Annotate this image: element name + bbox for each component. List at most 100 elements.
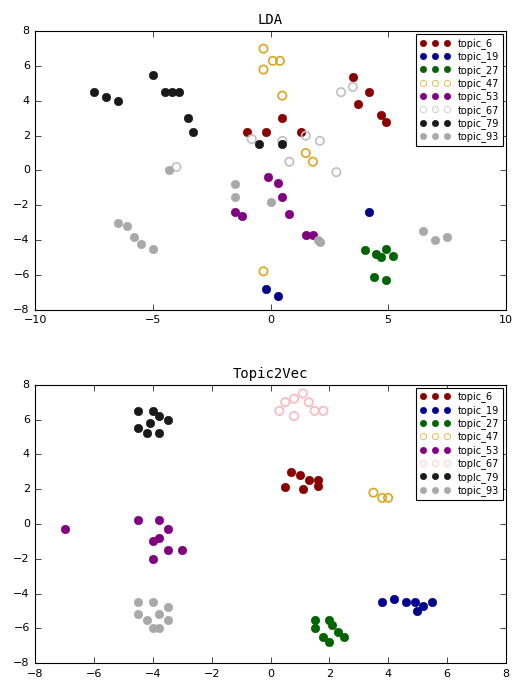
Point [310, 406, 319, 417]
Point [340, 632, 348, 643]
Point [290, 393, 298, 404]
Point [134, 515, 143, 526]
Point [274, 177, 282, 188]
Point [278, 136, 287, 147]
Point [297, 127, 305, 138]
Point [419, 600, 428, 611]
Point [255, 139, 263, 150]
Point [454, 116, 463, 127]
Point [309, 156, 317, 167]
Point [381, 275, 390, 286]
Legend: topic_6, topic_19, topic_27, topic_47, topic_53, topic_67, topic_79, topic_93: topic_6, topic_19, topic_27, topic_47, t… [416, 34, 503, 146]
Point [278, 191, 287, 202]
Point [384, 492, 392, 503]
Point [390, 593, 398, 604]
Point [248, 134, 256, 145]
Point [259, 43, 268, 54]
Point [266, 197, 275, 208]
Point [269, 55, 277, 66]
Point [381, 243, 390, 254]
Title: LDA: LDA [258, 13, 283, 27]
Point [155, 532, 163, 543]
Point [334, 626, 342, 637]
Point [410, 597, 419, 608]
Point [381, 116, 390, 127]
Point [231, 179, 239, 190]
Point [134, 423, 143, 434]
Point [316, 136, 324, 147]
Point [168, 86, 176, 98]
Point [164, 524, 172, 535]
Point [310, 623, 319, 634]
Point [165, 165, 174, 176]
Point [285, 156, 294, 167]
Point [287, 466, 295, 477]
Point [238, 210, 247, 221]
Point [377, 252, 385, 263]
Point [155, 623, 163, 634]
Point [313, 475, 322, 486]
Point [325, 637, 333, 648]
Point [134, 609, 143, 620]
Point [299, 388, 307, 399]
Point [313, 480, 322, 491]
Point [419, 226, 428, 237]
Point [370, 271, 378, 282]
Point [259, 266, 268, 277]
Point [378, 492, 387, 503]
Point [231, 207, 239, 218]
Point [134, 597, 143, 608]
Point [389, 250, 397, 261]
Point [178, 545, 187, 556]
Legend: topic_6, topic_19, topic_27, topic_47, topic_53, toplc_67, toplc_79, topic_93: topic_6, topic_19, topic_27, topic_47, t… [416, 388, 503, 500]
Point [281, 482, 289, 493]
Point [377, 109, 385, 120]
Point [353, 99, 362, 110]
Point [123, 221, 132, 232]
Point [337, 86, 345, 98]
Point [378, 597, 387, 608]
Point [164, 414, 172, 425]
Point [428, 597, 437, 608]
Point [301, 147, 310, 158]
Point [189, 127, 197, 138]
Point [313, 235, 322, 246]
Point [130, 231, 138, 242]
Point [231, 191, 239, 202]
Point [114, 217, 122, 228]
Point [305, 475, 313, 486]
Point [274, 290, 282, 301]
Point [155, 515, 163, 526]
Point [305, 397, 313, 408]
Point [184, 113, 193, 124]
Point [175, 86, 183, 98]
Point [143, 614, 151, 625]
Point [149, 623, 157, 634]
Point [149, 69, 157, 80]
Point [134, 406, 143, 417]
Point [137, 238, 145, 249]
Point [276, 55, 284, 66]
Point [281, 397, 289, 408]
Point [360, 245, 369, 256]
Point [149, 553, 157, 564]
Point [143, 428, 151, 439]
Point [325, 614, 333, 625]
Point [316, 236, 324, 247]
Point [164, 614, 172, 625]
Point [319, 632, 328, 643]
Point [275, 406, 284, 417]
Point [290, 410, 298, 421]
Point [296, 470, 304, 481]
Point [264, 172, 272, 183]
Point [301, 229, 310, 240]
Point [90, 86, 98, 98]
Point [164, 602, 172, 613]
Title: Topic2Vec: Topic2Vec [233, 367, 308, 381]
Point [319, 406, 328, 417]
Point [365, 86, 373, 98]
Point [372, 248, 380, 260]
Point [328, 619, 337, 630]
Point [261, 283, 270, 294]
Point [278, 90, 287, 101]
